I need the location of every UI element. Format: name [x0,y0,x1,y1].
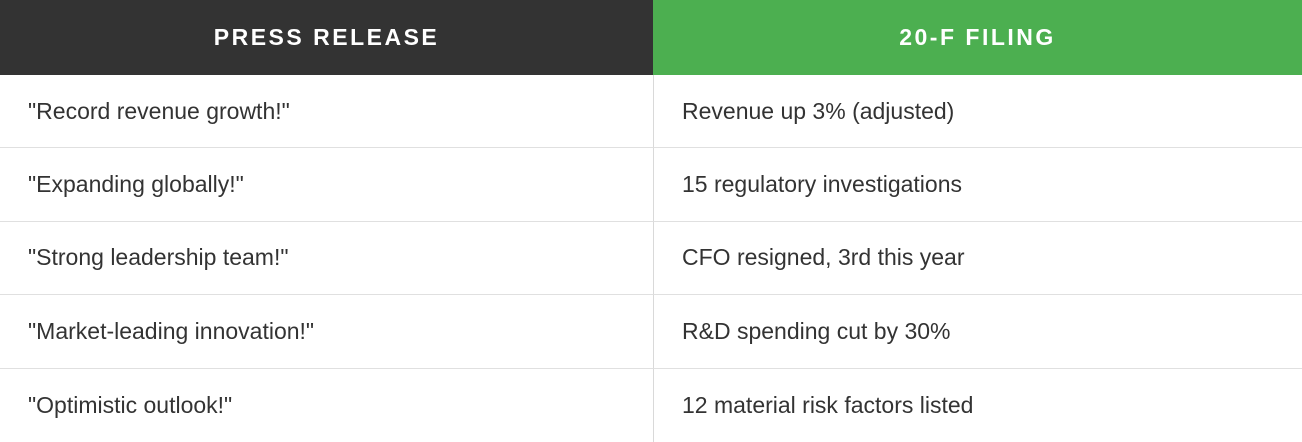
column-header-20f-filing: 20-F FILING [653,0,1302,75]
column-header-press-release: PRESS RELEASE [0,0,653,75]
table-cell-press-release-row4: "Market-leading innovation!" [0,295,653,369]
table-cell-press-release-row5: "Optimistic outlook!" [0,368,653,442]
table-cell-press-release-row1: "Record revenue growth!" [0,75,653,149]
table-cell-press-release-row2: "Expanding globally!" [0,148,653,222]
table-cell-press-release-row3: "Strong leadership team!" [0,221,653,296]
table-cell-filing-row1: Revenue up 3% (adjusted) [653,75,1302,149]
table-cell-filing-row2: 15 regulatory investigations [653,148,1302,222]
table-cell-filing-row3: CFO resigned, 3rd this year [653,221,1302,296]
table-cell-filing-row4: R&D spending cut by 30% [653,295,1302,369]
table-cell-filing-row5: 12 material risk factors listed [653,368,1302,442]
